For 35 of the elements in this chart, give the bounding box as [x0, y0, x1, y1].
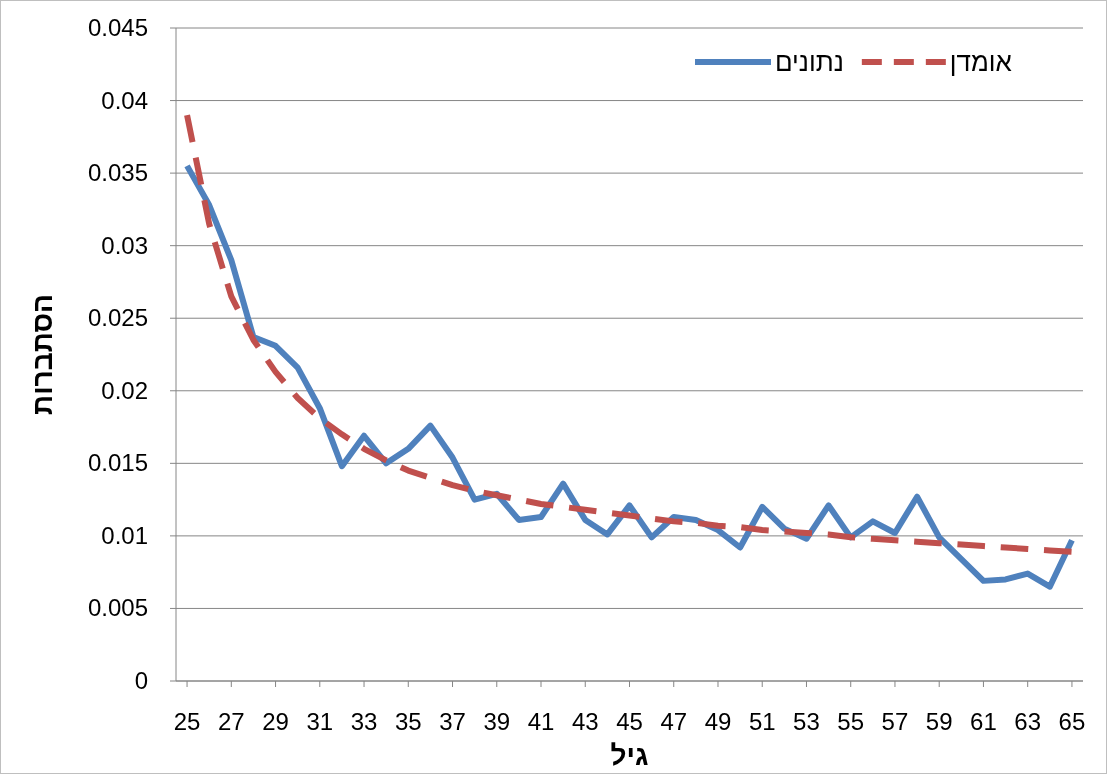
x-tick-label: 53 — [793, 708, 820, 735]
x-tick-label: 35 — [394, 708, 422, 735]
y-tick-label: 0.03 — [101, 231, 148, 259]
y-tick-label: 0.035 — [87, 159, 148, 187]
y-tick-label: 0.005 — [87, 594, 148, 622]
y-tick-label: 0.025 — [87, 304, 148, 332]
x-tick-label: 65 — [1058, 708, 1086, 735]
y-tick-label: 0.015 — [87, 449, 148, 477]
x-axis-title: גיל — [610, 740, 649, 771]
x-tick-label: 39 — [483, 708, 511, 735]
x-tick-label: 31 — [306, 708, 334, 735]
x-tick-label: 61 — [970, 708, 997, 735]
x-tick-label: 45 — [616, 708, 643, 735]
x-tick-label: 59 — [925, 708, 953, 735]
x-tick-label: 37 — [439, 708, 466, 735]
x-tick-label: 57 — [881, 708, 909, 735]
y-tick-label: 0.02 — [101, 376, 148, 404]
legend-label: אומדן — [949, 47, 1012, 77]
x-tick-label: 43 — [571, 708, 599, 735]
y-tick-label: 0.045 — [87, 14, 148, 41]
x-tick-label: 33 — [350, 708, 378, 735]
x-tick-label: 29 — [262, 708, 289, 735]
x-tick-label: 63 — [1014, 708, 1042, 735]
x-tick-label: 49 — [704, 708, 732, 735]
x-tick-label: 25 — [173, 708, 201, 735]
y-tick-label: 0 — [134, 667, 148, 694]
y-axis-title: הסתברות — [27, 294, 58, 415]
legend-label: נתונים — [775, 47, 844, 77]
x-tick-label: 55 — [837, 708, 865, 735]
x-tick-label: 41 — [527, 708, 555, 735]
y-tick-label: 0.04 — [101, 86, 148, 114]
x-tick-label: 51 — [748, 708, 776, 735]
x-tick-label: 27 — [217, 708, 245, 735]
x-tick-label: 47 — [660, 708, 688, 735]
y-tick-label: 0.01 — [101, 521, 148, 549]
